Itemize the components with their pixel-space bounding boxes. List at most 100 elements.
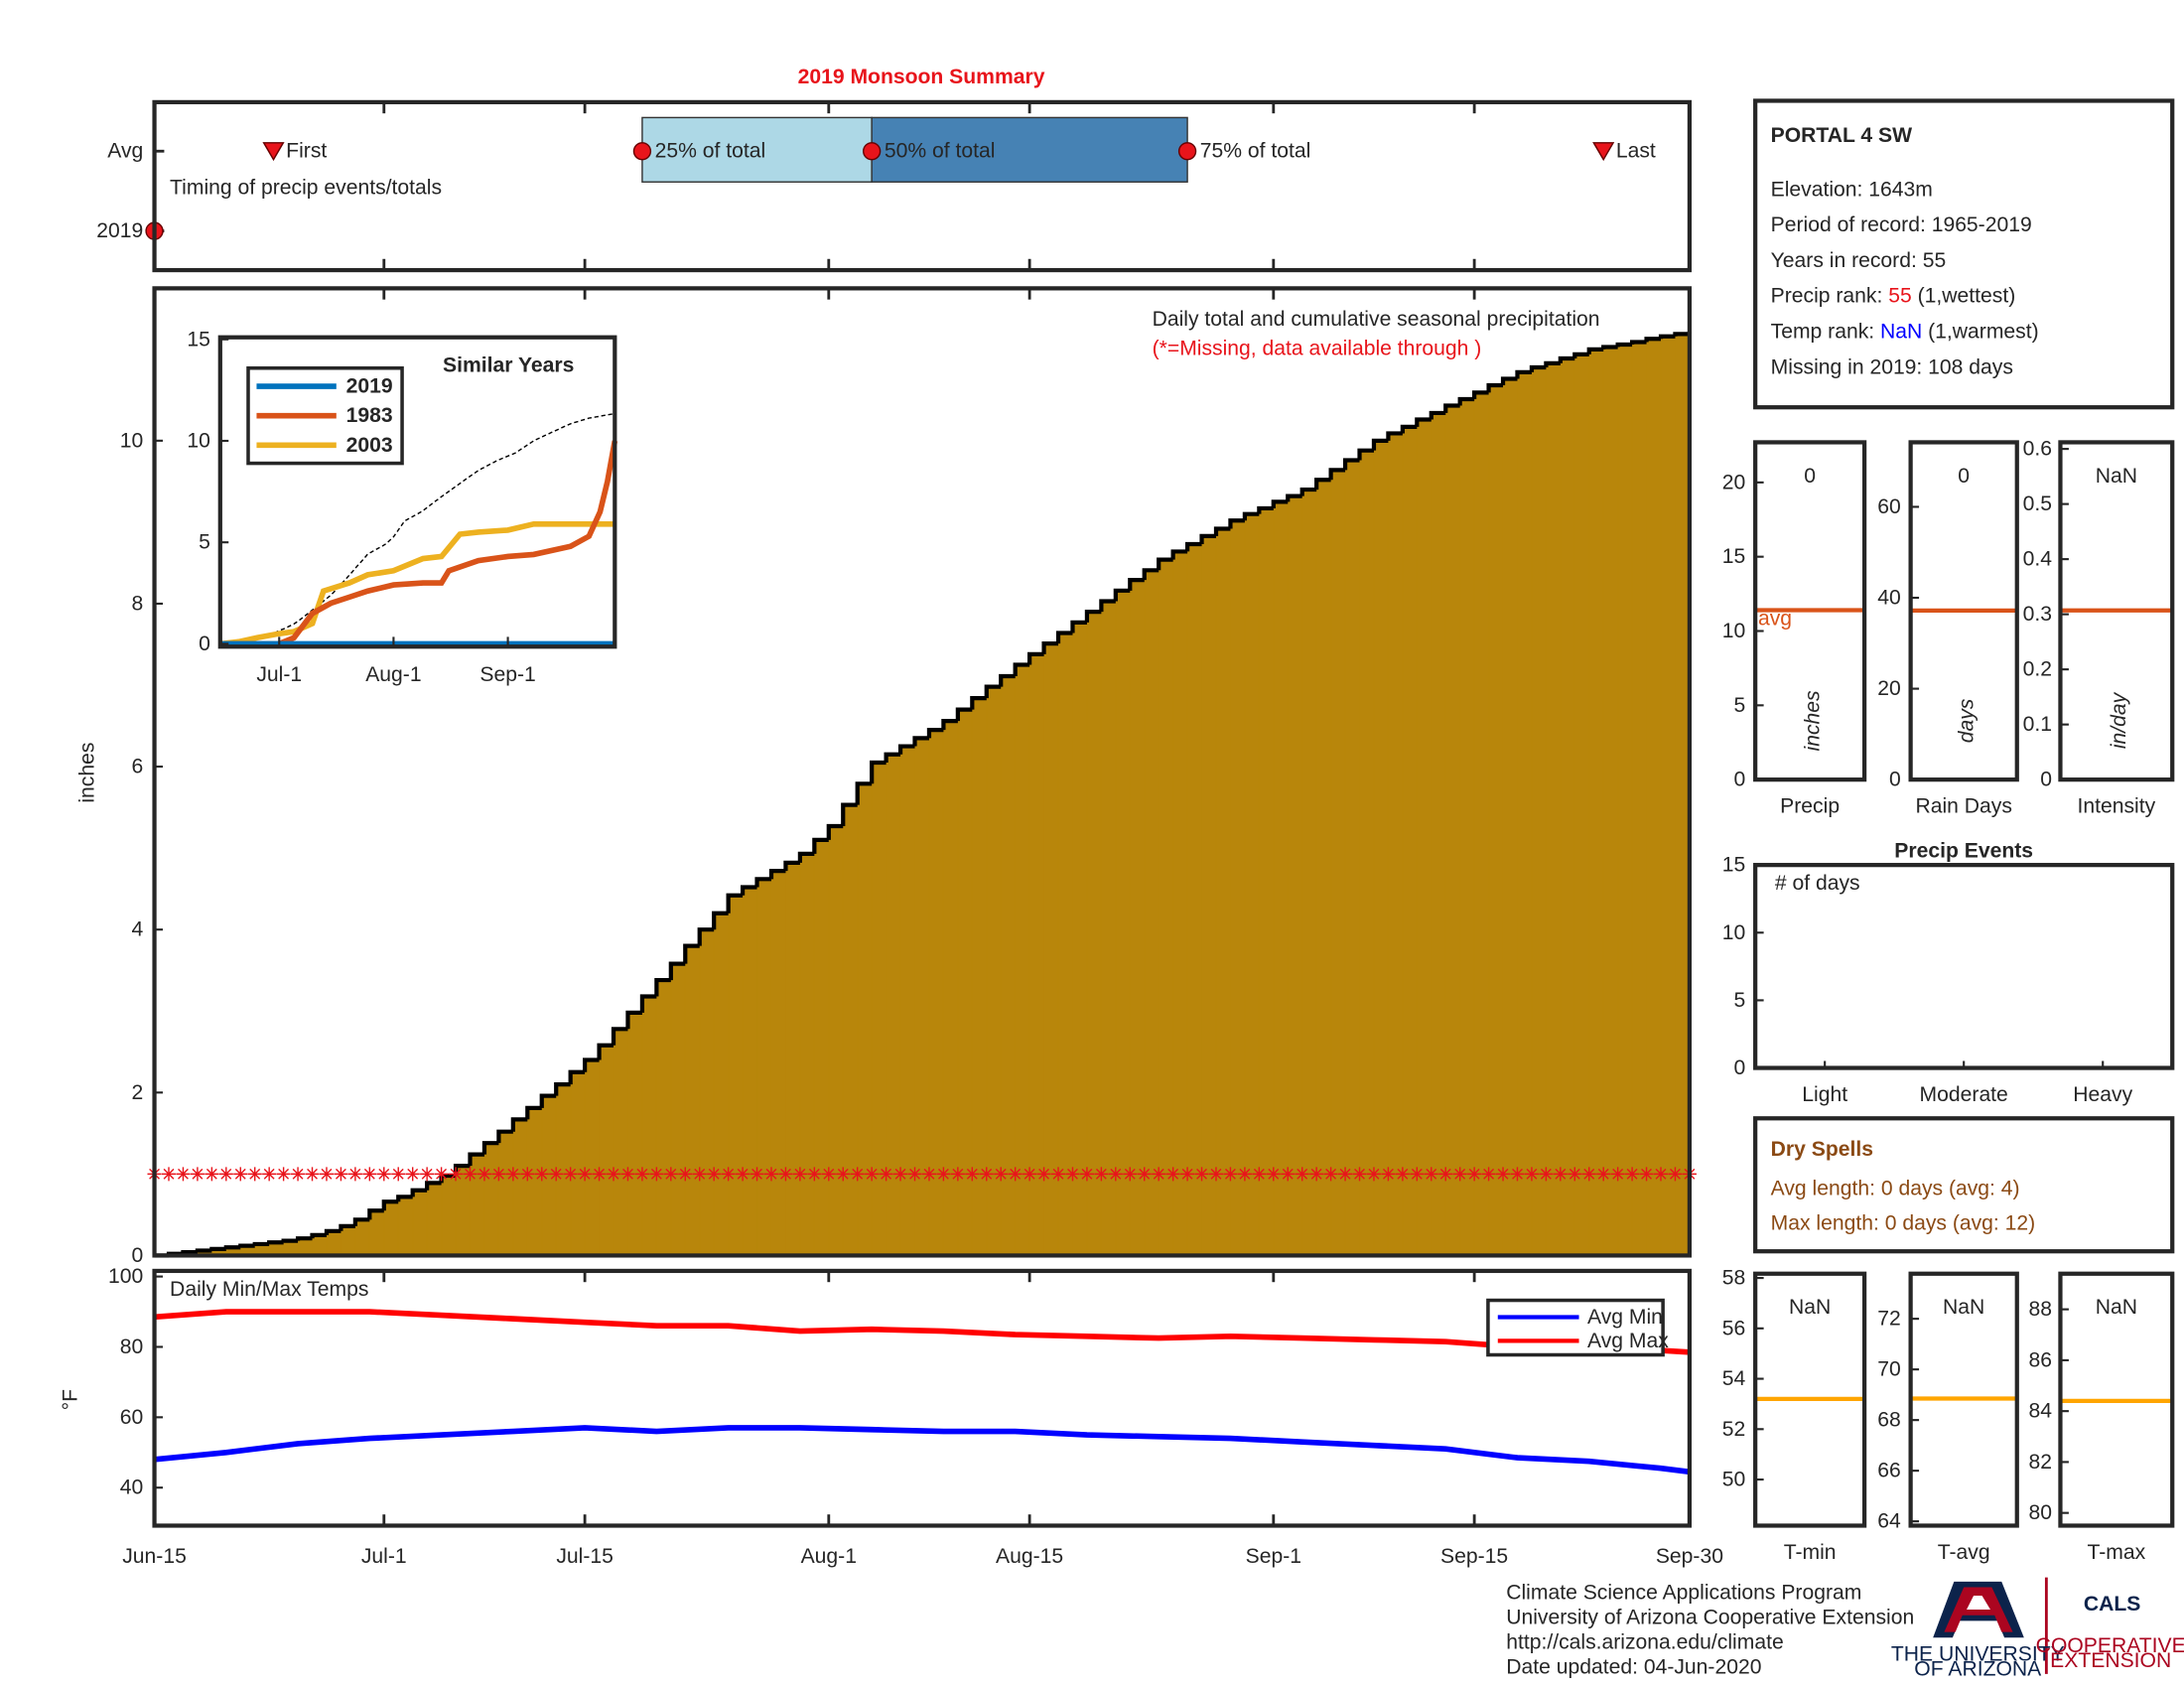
missing-marker xyxy=(1237,1167,1252,1182)
y-tick-label: 70 xyxy=(1877,1358,1900,1381)
station-info-part: Elevation: 1643m xyxy=(1771,178,1933,201)
footer-line: Date updated: 04-Jun-2020 xyxy=(1506,1655,1761,1678)
missing-marker xyxy=(879,1167,893,1182)
missing-marker xyxy=(921,1167,937,1182)
cumulative-outline xyxy=(1128,578,1145,591)
series-line xyxy=(219,520,615,647)
cumulative-step xyxy=(1488,384,1504,1256)
y-tick-label: 15 xyxy=(1722,545,1746,568)
cumulative-step xyxy=(297,1237,313,1256)
cumulative-step xyxy=(641,996,657,1256)
y-tick-label: 0.5 xyxy=(2023,492,2052,515)
missing-marker xyxy=(391,1167,406,1182)
legend-label: 1983 xyxy=(346,404,393,427)
missing-marker xyxy=(1295,1167,1309,1182)
missing-marker xyxy=(1352,1167,1367,1182)
axes-box xyxy=(152,286,1693,1258)
y-tick-label: 0.1 xyxy=(2023,713,2052,736)
y-tick-label: 68 xyxy=(1877,1409,1900,1432)
y-tick-label: 0 xyxy=(199,633,210,655)
station-name: PORTAL 4 SW xyxy=(1771,124,1912,147)
missing-marker xyxy=(606,1167,621,1182)
cumulative-outline xyxy=(797,851,815,863)
cumulative-step xyxy=(368,1209,385,1256)
cumulative-step xyxy=(1502,378,1518,1256)
category-label: T-max xyxy=(2087,1541,2145,1564)
y-tick-label: 40 xyxy=(120,1477,143,1499)
cumulative-outline xyxy=(1170,549,1188,560)
cumulative-step xyxy=(1115,590,1131,1256)
axes-box xyxy=(1908,440,2019,782)
missing-marker xyxy=(448,1167,464,1182)
cumulative-outline xyxy=(1084,610,1102,623)
value-label: NaN xyxy=(2096,465,2137,488)
missing-marker xyxy=(176,1167,191,1182)
cumulative-outline xyxy=(410,1188,428,1197)
missing-marker xyxy=(1653,1167,1669,1182)
y-tick-label: 0.3 xyxy=(2023,603,2052,626)
cumulative-outline xyxy=(1371,438,1389,451)
y-tick-label: 0.6 xyxy=(2023,438,2052,461)
cumulative-outline xyxy=(1500,376,1518,386)
missing-marker xyxy=(865,1167,880,1182)
cumulative-outline xyxy=(1055,631,1073,644)
missing-marker xyxy=(1194,1167,1209,1182)
missing-marker xyxy=(563,1167,578,1182)
cumulative-outline xyxy=(1286,493,1302,502)
cumulative-step xyxy=(899,746,915,1256)
cumulative-outline xyxy=(295,1236,313,1241)
cumulative-outline xyxy=(1314,478,1331,491)
missing-marker xyxy=(1581,1167,1596,1182)
missing-marker xyxy=(347,1167,362,1182)
logo-text: COOPERATIVE xyxy=(2036,1634,2184,1657)
station-info: Missing in 2019: 108 days xyxy=(1771,355,2013,378)
x-tick-label: Aug-1 xyxy=(365,663,421,686)
x-tick-label: Aug-1 xyxy=(801,1545,857,1568)
marker-label: 50% of total xyxy=(885,140,996,163)
missing-marker xyxy=(276,1167,291,1182)
value-label: 0 xyxy=(1804,465,1816,488)
y-tick-label: 50 xyxy=(1722,1469,1746,1491)
y-tick-label: 84 xyxy=(2028,1400,2052,1423)
missing-marker xyxy=(376,1167,391,1182)
cumulative-outline xyxy=(1529,364,1547,372)
cumulative-step xyxy=(613,1028,628,1256)
missing-marker xyxy=(1395,1167,1410,1182)
missing-marker xyxy=(1510,1167,1525,1182)
cumulative-outline xyxy=(740,885,757,896)
missing-marker xyxy=(578,1167,593,1182)
y-tick-label: 15 xyxy=(187,328,209,351)
station-info-part: (1,wettest) xyxy=(1912,284,2015,307)
missing-marker xyxy=(161,1167,177,1182)
cumulative-outline xyxy=(496,1129,513,1144)
cumulative-step xyxy=(1258,507,1275,1256)
station-info-part: Years in record: 55 xyxy=(1771,248,1947,271)
average-label: avg xyxy=(1758,608,1792,631)
cumulative-step xyxy=(713,913,730,1256)
cumulative-step xyxy=(426,1182,443,1256)
value-label: NaN xyxy=(2096,1296,2137,1319)
cumulative-outline xyxy=(1013,662,1030,676)
cumulative-outline xyxy=(999,673,1016,687)
missing-marker xyxy=(1180,1167,1195,1182)
missing-marker xyxy=(707,1167,722,1182)
cumulative-outline xyxy=(783,860,800,872)
cumulative-outline xyxy=(1099,599,1116,613)
missing-marker xyxy=(1123,1167,1138,1182)
cumulative-outline xyxy=(683,943,700,964)
missing-marker xyxy=(291,1167,306,1182)
cumulative-step xyxy=(1560,357,1575,1256)
cumulative-step xyxy=(986,686,1002,1256)
axes-box xyxy=(152,99,1693,273)
cumulative-step xyxy=(1086,611,1102,1256)
legend-label: Avg Min xyxy=(1587,1306,1663,1329)
cumulative-step xyxy=(857,782,873,1256)
cumulative-step xyxy=(785,862,801,1256)
cumulative-outline xyxy=(223,1245,241,1250)
cumulative-outline xyxy=(754,877,771,888)
missing-marker xyxy=(736,1167,751,1182)
y-tick-label: 64 xyxy=(1877,1510,1901,1533)
station-info-part: NaN xyxy=(1880,320,1922,343)
cumulative-outline xyxy=(984,684,1002,699)
cumulative-step xyxy=(1473,391,1490,1256)
